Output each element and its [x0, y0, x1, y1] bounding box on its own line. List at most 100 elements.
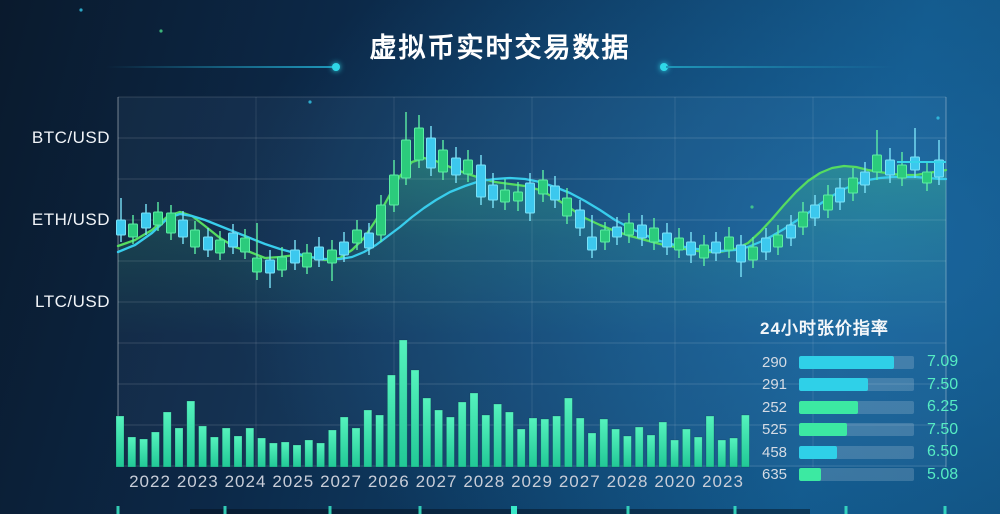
candle-body	[674, 237, 684, 251]
x-axis-label: 2024	[224, 472, 267, 491]
candle-body	[190, 229, 200, 248]
title-decor-dot-right	[660, 63, 668, 71]
candle-body	[438, 149, 448, 173]
volume-bar	[634, 426, 644, 468]
volume-bar	[493, 403, 502, 468]
title-decor-line-left	[106, 66, 334, 68]
volume-bar	[422, 397, 432, 468]
candle-cyan	[835, 178, 845, 210]
candle-cyan	[141, 204, 151, 235]
indicator-row: 252 6.25	[755, 396, 997, 419]
candle-cyan	[314, 237, 324, 267]
volume-bar	[351, 427, 361, 468]
candles	[116, 112, 944, 288]
candle-cyan	[575, 200, 585, 236]
candle-body	[823, 194, 833, 211]
candle-cyan	[265, 250, 275, 288]
candle-body	[649, 227, 659, 243]
volume-bar	[469, 392, 479, 468]
candle-cyan	[761, 228, 771, 260]
stats-panel-rows: 290 7.09 291 7.50 252 6.25 525 7.50 458 6.50 635 5.…	[755, 351, 997, 486]
volume-bar	[221, 427, 231, 468]
candle-body	[934, 159, 944, 178]
candle-body	[848, 177, 858, 194]
volume-bar	[611, 428, 620, 468]
candle-cyan	[488, 173, 498, 208]
candle-body	[662, 232, 672, 248]
volume-bar	[505, 411, 514, 468]
candle-body	[525, 182, 535, 214]
candle-cyan	[736, 235, 746, 277]
volume-bar	[269, 442, 278, 468]
volume-bar	[481, 414, 491, 468]
stats-panel-title: 24小时张价指率	[760, 319, 889, 338]
indicator-label: 458	[762, 443, 788, 461]
volume-bar	[717, 439, 727, 468]
candle-green	[823, 185, 833, 218]
star-dot	[750, 205, 754, 209]
candle-body	[463, 159, 473, 175]
volume-bar	[741, 414, 750, 468]
volume-bar	[646, 434, 656, 468]
candle-cyan	[339, 232, 349, 262]
candle-green	[128, 215, 138, 244]
bottom-tick	[943, 506, 947, 514]
x-axis-label: 2023	[176, 472, 219, 491]
candle-green	[240, 229, 250, 259]
candle-body	[550, 185, 560, 201]
page-title: 虚拟币实时交易数据	[369, 33, 631, 63]
candle-green	[724, 227, 734, 258]
volume-bar	[139, 438, 148, 468]
indicator-bar-fill	[799, 468, 821, 482]
volume-bar	[434, 409, 443, 468]
candle-body	[426, 137, 436, 169]
bottom-tick	[328, 506, 332, 514]
candle-green	[513, 182, 523, 211]
volume-bar	[682, 428, 691, 468]
candle-body	[128, 223, 138, 238]
candle-cyan	[910, 128, 920, 178]
candle-body	[314, 246, 324, 261]
volume-bar	[363, 409, 373, 468]
candle-cyan	[885, 148, 895, 183]
indicator-bar-fill	[799, 355, 895, 369]
candle-cyan	[662, 223, 672, 255]
candle-body	[612, 226, 622, 238]
volume-bar	[151, 431, 160, 468]
bottom-tick	[844, 506, 848, 514]
candle-body	[810, 204, 820, 219]
candle-cyan	[587, 215, 597, 258]
indicator-value: 7.50	[927, 375, 959, 393]
indicator-bar-fill	[799, 423, 848, 437]
candle-body	[166, 212, 176, 234]
bottom-tick	[223, 506, 227, 514]
candle-green	[252, 223, 262, 280]
x-axis-label: 2028	[463, 472, 506, 491]
volume-bar	[186, 400, 196, 468]
candle-green	[500, 179, 510, 210]
bottom-tick	[626, 506, 630, 514]
bottom-tick	[511, 506, 517, 514]
candle-green	[438, 140, 448, 180]
volume-bar	[564, 397, 573, 468]
candle-cyan	[178, 211, 188, 244]
volume-bar	[670, 439, 679, 468]
candle-green	[401, 112, 411, 185]
candle-green	[649, 218, 659, 250]
candle-body	[352, 229, 362, 244]
indicator-value: 7.09	[927, 353, 959, 371]
candle-body	[872, 154, 882, 173]
candle-body	[389, 174, 399, 206]
indicator-bar-track	[799, 423, 914, 437]
indicator-bar-track	[799, 468, 914, 482]
candle-body	[736, 244, 746, 263]
candle-green	[153, 202, 163, 231]
indicator-label: 635	[762, 466, 788, 484]
y-axis-label-eth: ETH/USD	[31, 210, 110, 229]
candle-body	[724, 236, 734, 251]
candle-body	[835, 187, 845, 203]
candle-green	[848, 168, 858, 201]
candle-cyan	[550, 176, 560, 208]
candle-cyan	[476, 155, 486, 205]
